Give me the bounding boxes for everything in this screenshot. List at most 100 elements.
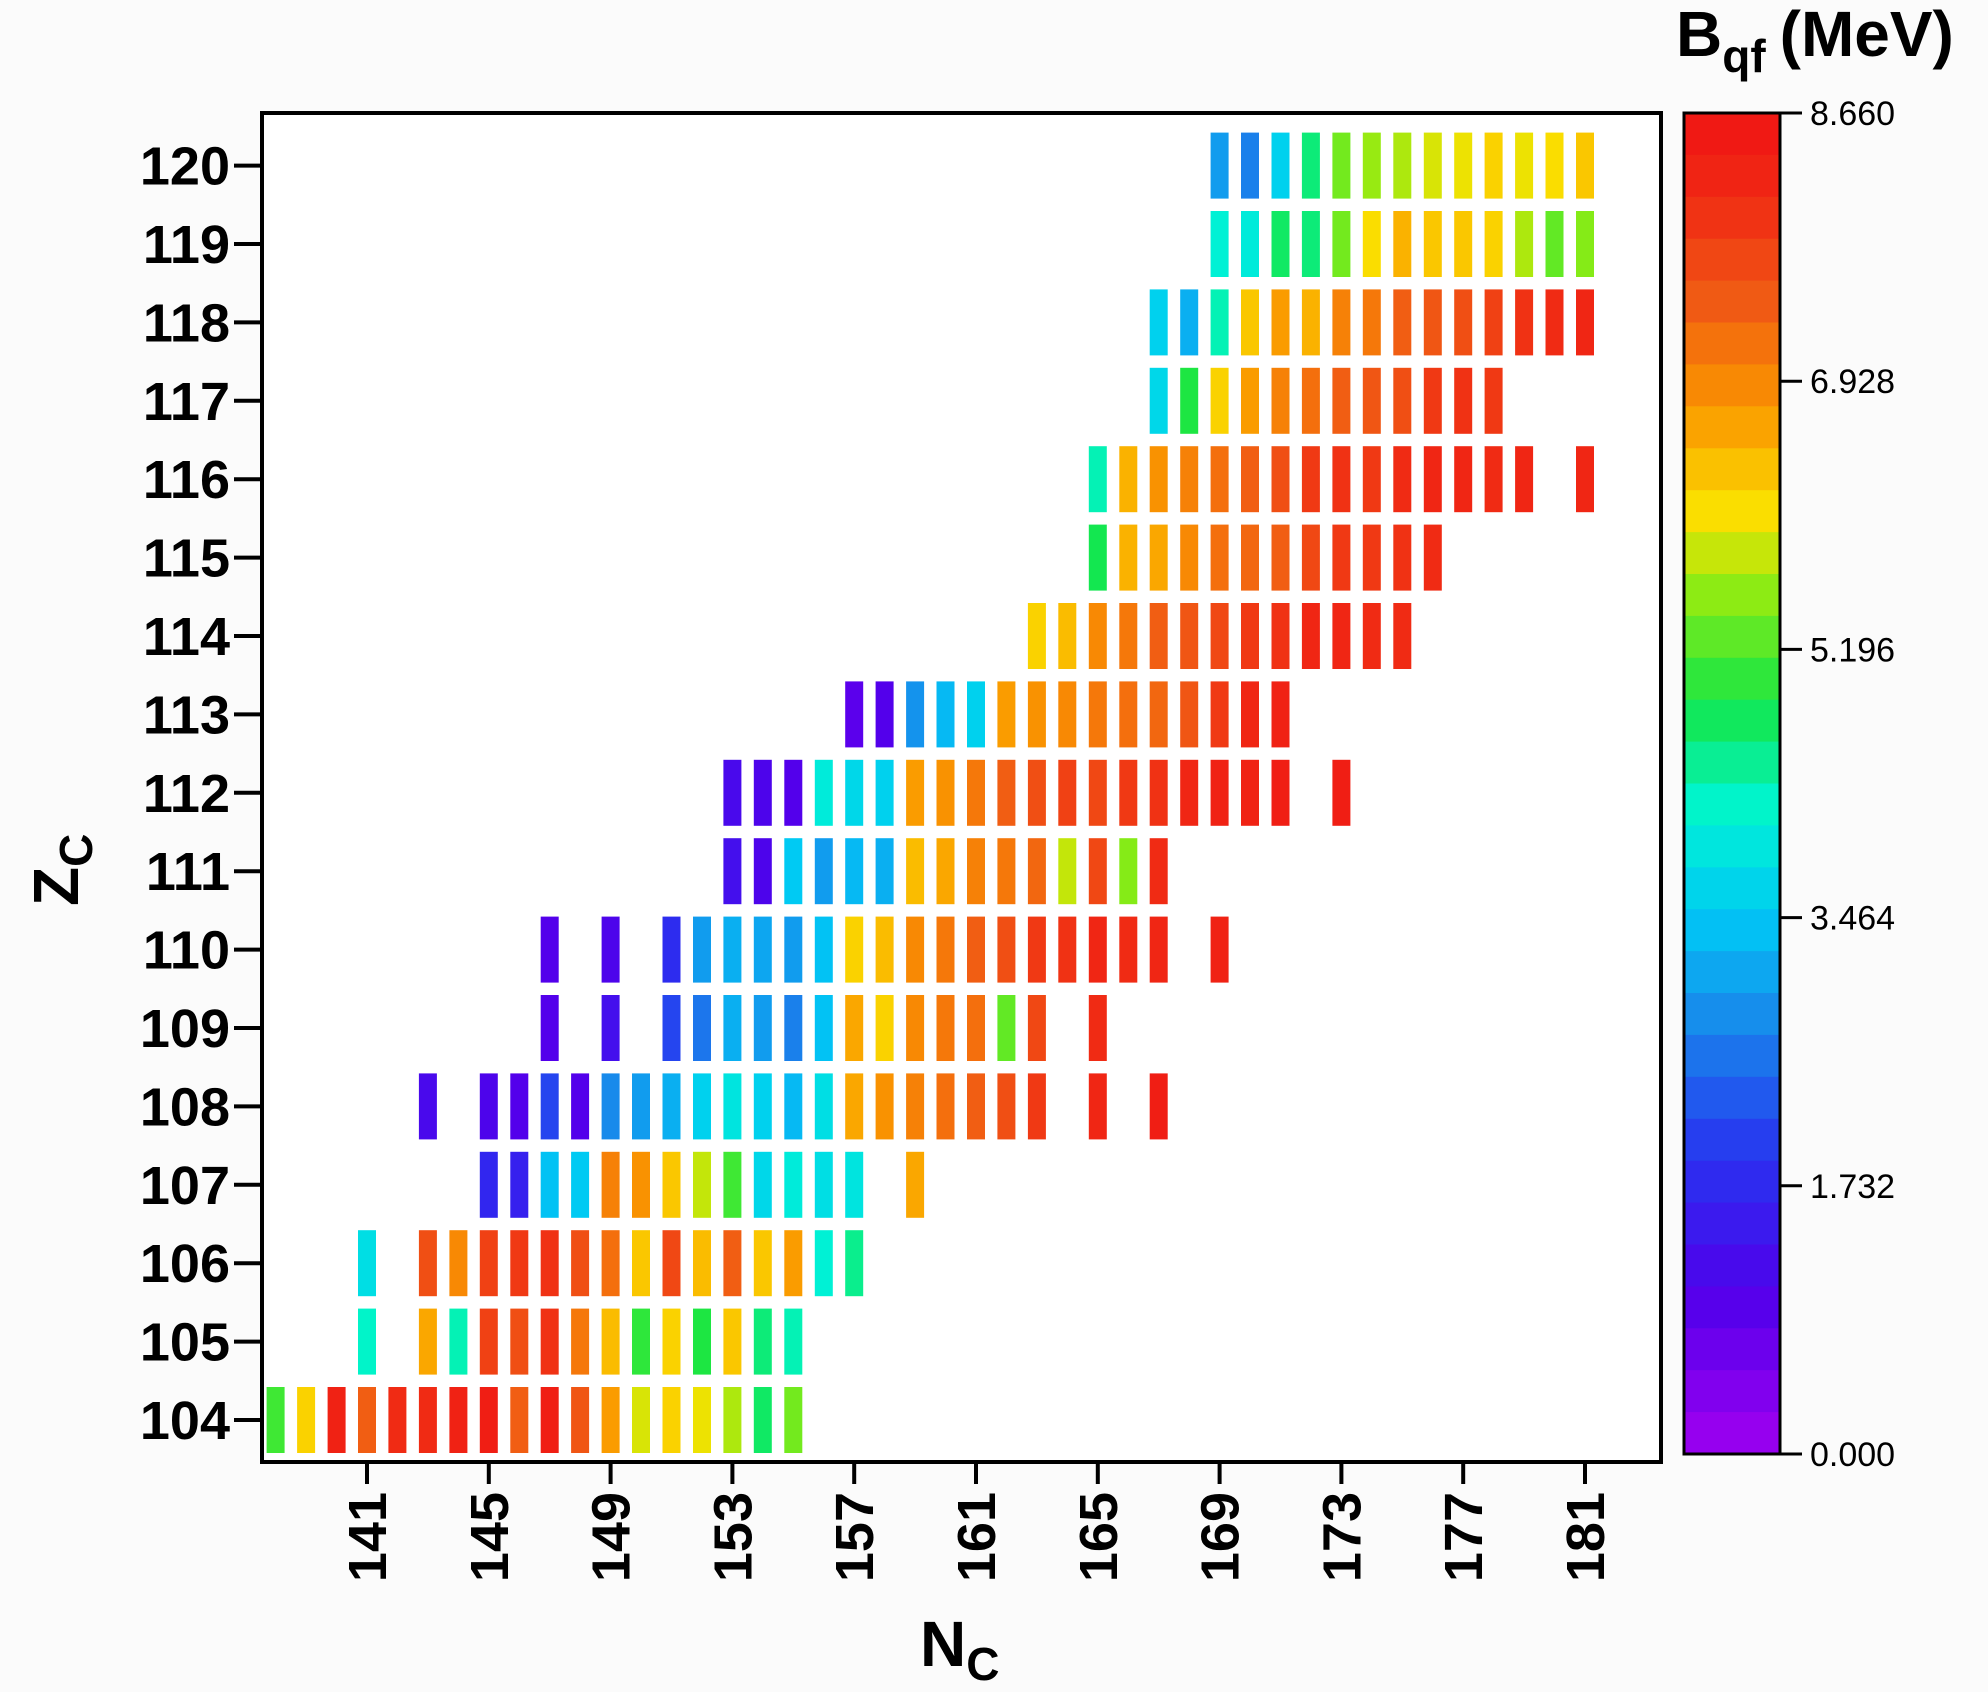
heatmap-cell — [1362, 132, 1381, 199]
heatmap-cell — [1210, 367, 1229, 434]
heatmap-cell — [510, 1073, 529, 1140]
heatmap-cell — [1484, 211, 1503, 277]
heatmap-cell — [1362, 446, 1381, 513]
heatmap-cell — [1241, 603, 1259, 669]
heatmap-cell — [418, 1387, 437, 1453]
heatmap-cell — [1088, 681, 1107, 748]
x-axis-title-main: N — [920, 1608, 966, 1680]
heatmap-cell — [1180, 367, 1199, 434]
x-tick-label: 177 — [1434, 1492, 1494, 1582]
heatmap-cell — [1423, 289, 1442, 356]
colorbar-band — [1684, 615, 1780, 659]
heatmap-cell — [997, 759, 1016, 826]
y-tick-label: 111 — [146, 842, 230, 902]
heatmap-cell — [1210, 916, 1229, 983]
heatmap-cell — [1423, 211, 1442, 277]
heatmap-cell — [906, 759, 925, 826]
heatmap-cell — [814, 1073, 833, 1140]
heatmap-cell — [906, 838, 925, 905]
y-tick-label: 112 — [143, 764, 230, 824]
heatmap-cell — [601, 995, 620, 1061]
heatmap-cell — [814, 1230, 833, 1297]
colorbar-band — [1684, 1244, 1780, 1287]
colorbar-band — [1684, 657, 1780, 701]
heatmap-cell — [1271, 446, 1290, 513]
heatmap-cell — [358, 1308, 376, 1375]
heatmap-cell — [510, 1387, 529, 1453]
heatmap-cell — [936, 681, 955, 748]
heatmap-cell — [693, 1387, 711, 1453]
heatmap-cell — [1088, 1073, 1107, 1140]
x-tick-label: 161 — [947, 1492, 1007, 1582]
heatmap-cell — [1423, 524, 1442, 591]
heatmap-cell — [1241, 132, 1259, 199]
heatmap-cell — [1180, 759, 1199, 826]
heatmap-cell — [632, 1308, 650, 1375]
heatmap-cell — [845, 759, 864, 826]
x-tick-label: 181 — [1556, 1492, 1616, 1582]
heatmap-cell — [1210, 132, 1229, 199]
colorbar-title-unit: (MeV) — [1780, 0, 1954, 70]
x-axis-ticks: 141 145 149 153 157 161 165 169 173 177 181 — [338, 1462, 1616, 1582]
y-tick-label: 105 — [140, 1313, 230, 1373]
heatmap-cell — [1301, 289, 1320, 356]
colorbar-band — [1684, 993, 1780, 1036]
heatmap-cell — [1241, 367, 1259, 434]
heatmap-cell — [1241, 211, 1259, 277]
heatmap-cell — [1454, 132, 1473, 199]
heatmap-cell — [1393, 132, 1412, 199]
heatmap-cell — [601, 1073, 620, 1140]
heatmap-cell — [1180, 446, 1199, 513]
heatmap-cell — [479, 1073, 498, 1140]
heatmap-cell — [784, 995, 803, 1061]
heatmap-cell — [1362, 603, 1381, 669]
colorbar-band — [1684, 196, 1780, 240]
heatmap-cell — [1301, 603, 1320, 669]
heatmap-cell — [1576, 211, 1594, 277]
heatmap-cell — [540, 995, 559, 1061]
heatmap-cell — [1423, 367, 1442, 434]
heatmap-cell — [693, 916, 711, 983]
y-tick-label: 110 — [143, 921, 230, 981]
heatmap-cell — [784, 916, 803, 983]
colorbar-tick-label: 3.464 — [1810, 900, 1895, 938]
heatmap-cell — [1393, 211, 1412, 277]
y-tick-label: 120 — [140, 137, 230, 197]
heatmap-cell — [1515, 289, 1534, 356]
heatmap-cell — [967, 1073, 985, 1140]
heatmap-cell — [1332, 367, 1351, 434]
heatmap-cell — [845, 1151, 864, 1218]
heatmap-cell — [601, 916, 620, 983]
heatmap-cell — [632, 1151, 650, 1218]
heatmap-cell — [1180, 524, 1199, 591]
heatmap-cell — [1088, 995, 1107, 1061]
heatmap-cell — [1241, 446, 1259, 513]
heatmap-cell — [540, 1387, 559, 1453]
heatmap-cell — [753, 995, 772, 1061]
x-tick-label: 173 — [1312, 1492, 1372, 1582]
y-tick-label: 106 — [140, 1234, 230, 1294]
heatmap-cell — [601, 1308, 620, 1375]
y-tick-label: 108 — [140, 1077, 230, 1137]
heatmap-cell — [1119, 603, 1138, 669]
heatmap-cell — [753, 1230, 772, 1297]
heatmap-cell — [510, 1308, 529, 1375]
heatmap-cell — [1515, 132, 1534, 199]
heatmap-cell — [814, 916, 833, 983]
y-tick-label: 119 — [143, 215, 230, 275]
heatmap-cell — [693, 1308, 711, 1375]
heatmap-cell — [479, 1230, 498, 1297]
heatmap-cell — [1149, 289, 1168, 356]
colorbar-band — [1684, 364, 1780, 407]
heatmap-cell — [1119, 524, 1138, 591]
heatmap-cell — [1271, 132, 1290, 199]
heatmap-cell — [1241, 681, 1259, 748]
x-tick-label: 169 — [1191, 1492, 1251, 1582]
heatmap-cell — [875, 838, 894, 905]
heatmap-cell — [1332, 759, 1351, 826]
heatmap-cell — [1027, 603, 1046, 669]
heatmap-cells — [266, 132, 1594, 1453]
heatmap-cell — [875, 681, 894, 748]
colorbar-title-sub: qf — [1722, 30, 1766, 82]
